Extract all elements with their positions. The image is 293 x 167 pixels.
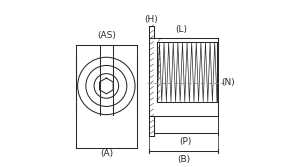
Text: (AS): (AS) [97, 31, 116, 40]
Text: (P): (P) [180, 137, 192, 146]
Text: (H): (H) [144, 15, 158, 24]
Text: (L): (L) [175, 25, 187, 34]
Text: (N): (N) [221, 78, 234, 87]
Text: (B): (B) [177, 155, 190, 164]
Text: (A): (A) [100, 149, 113, 158]
